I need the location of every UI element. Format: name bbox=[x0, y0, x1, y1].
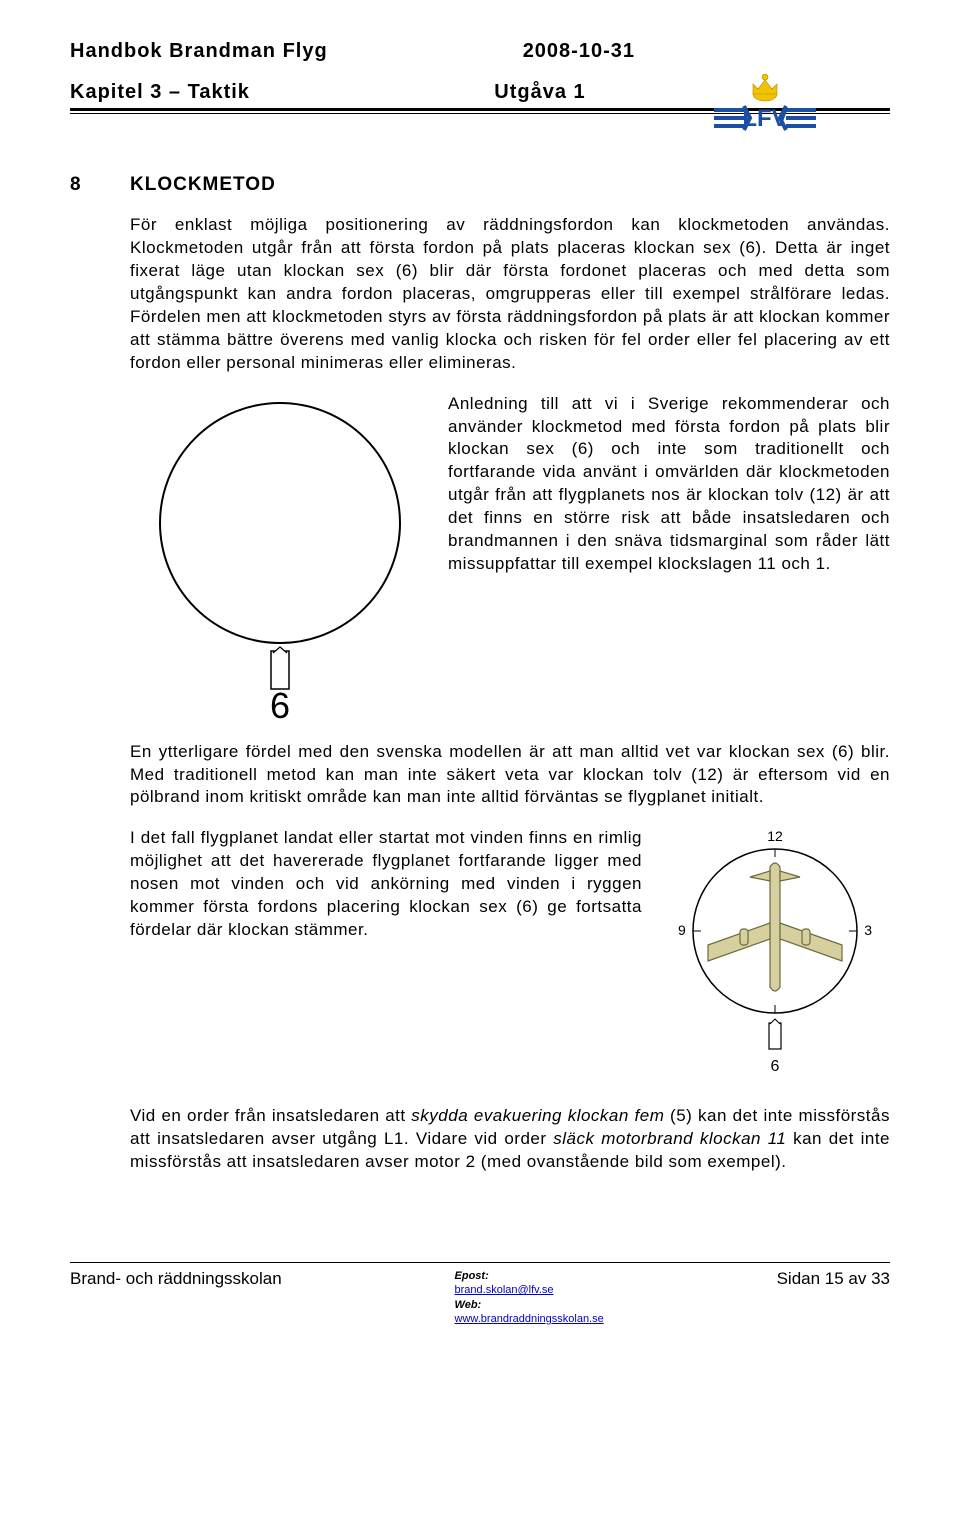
figure-2: 12 3 9 bbox=[660, 827, 890, 1087]
svg-text:6: 6 bbox=[270, 685, 290, 723]
svg-text:12: 12 bbox=[767, 828, 783, 844]
chapter-title: Kapitel 3 – Taktik bbox=[70, 81, 250, 104]
edition: Utgåva 1 bbox=[494, 81, 585, 104]
lfv-logo: LFV bbox=[710, 70, 820, 145]
footer-email-link[interactable]: brand.skolan@lfv.se bbox=[455, 1284, 554, 1296]
svg-text:6: 6 bbox=[771, 1058, 780, 1075]
svg-text:3: 3 bbox=[864, 922, 872, 938]
paragraph-4: I det fall flygplanet landat eller start… bbox=[130, 827, 642, 942]
svg-text:9: 9 bbox=[678, 922, 686, 938]
paragraph-2: Anledning till att vi i Sverige rekommen… bbox=[448, 393, 890, 577]
section-title: KLOCKMETOD bbox=[130, 174, 890, 196]
doc-title: Handbok Brandman Flyg bbox=[70, 40, 328, 63]
paragraph-3: En ytterligare fördel med den svenska mo… bbox=[130, 741, 890, 810]
section-number: 8 bbox=[70, 174, 130, 1192]
figure-1: 6 bbox=[130, 393, 430, 723]
paragraph-5: Vid en order från insatsledaren att skyd… bbox=[130, 1105, 890, 1174]
svg-text:LFV: LFV bbox=[742, 105, 787, 132]
footer-contact: Epost: brand.skolan@lfv.se Web: www.bran… bbox=[455, 1269, 604, 1326]
footer-org: Brand- och räddningsskolan bbox=[70, 1269, 282, 1289]
page-number: Sidan 15 av 33 bbox=[777, 1269, 890, 1289]
doc-date: 2008-10-31 bbox=[523, 40, 635, 63]
paragraph-1: För enklast möjliga positionering av räd… bbox=[130, 214, 890, 375]
footer-web-link[interactable]: www.brandraddningsskolan.se bbox=[455, 1313, 604, 1325]
